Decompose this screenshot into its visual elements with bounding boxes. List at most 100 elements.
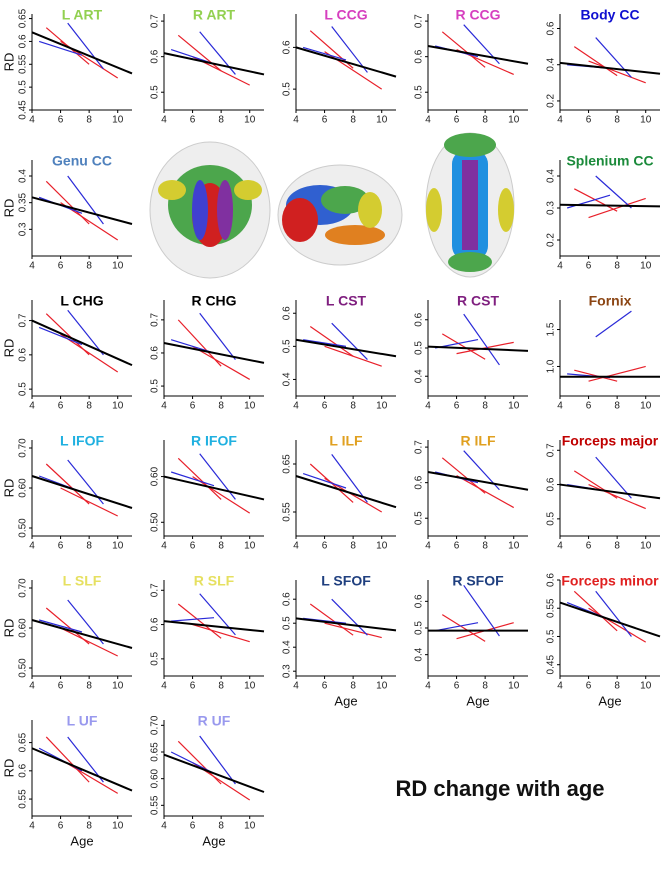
y-tick-label: 0.4 xyxy=(546,169,557,183)
panel: L CHG 0.5 0.6 0.7 4 6 8 10 RD xyxy=(1,293,133,412)
x-tick-label: 4 xyxy=(425,681,431,692)
panel: L ILF 0.55 0.65 4 6 8 10 xyxy=(282,433,397,552)
x-tick-label: 4 xyxy=(29,821,35,832)
y-tick-label: 0.5 xyxy=(546,511,557,525)
y-tick-label: 0.70 xyxy=(18,438,29,458)
subject-line xyxy=(331,598,368,636)
y-tick-label: 0.6 xyxy=(414,475,425,489)
brain-axial xyxy=(425,132,515,278)
x-tick-label: 6 xyxy=(190,541,196,552)
panel: L UF 0.55 0.6 0.65 4 6 8 10 RD Age xyxy=(1,713,133,848)
x-tick-label: 4 xyxy=(293,681,299,692)
panel: L SLF 0.50 0.60 0.70 4 6 8 10 RD xyxy=(1,573,133,692)
x-tick-label: 10 xyxy=(508,115,520,126)
subject-line xyxy=(595,310,632,338)
fit-line xyxy=(163,52,265,76)
fit-line xyxy=(559,61,661,75)
y-tick-label: 0.7 xyxy=(18,313,29,327)
x-tick-label: 8 xyxy=(614,401,620,412)
y-tick-label: 0.65 xyxy=(18,8,29,28)
x-tick-label: 10 xyxy=(508,681,520,692)
x-tick-label: 10 xyxy=(640,115,652,126)
subject-line xyxy=(67,309,104,356)
x-tick-label: 10 xyxy=(112,821,124,832)
subject-line xyxy=(331,26,368,73)
x-tick-label: 10 xyxy=(508,401,520,412)
subject-line xyxy=(595,456,632,499)
y-axis-label: RD xyxy=(1,619,16,638)
subject-line xyxy=(38,326,83,346)
subject-line xyxy=(324,345,382,367)
x-tick-label: 4 xyxy=(161,681,167,692)
fit-line xyxy=(559,483,661,500)
panel: L CCG 0.5 0.6 4 6 8 10 xyxy=(282,7,397,126)
x-tick-label: 6 xyxy=(58,401,64,412)
y-axis-label: RD xyxy=(1,199,16,218)
y-tick-label: 0.70 xyxy=(150,715,161,735)
y-tick-label: 0.7 xyxy=(414,440,425,454)
x-tick-label: 6 xyxy=(190,115,196,126)
y-tick-label: 0.4 xyxy=(282,372,293,386)
x-tick-label: 6 xyxy=(454,541,460,552)
subject-line xyxy=(60,487,118,517)
subject-line xyxy=(309,603,354,636)
x-tick-label: 8 xyxy=(614,541,620,552)
panel-title: R UF xyxy=(198,713,231,729)
y-tick-label: 0.5 xyxy=(414,85,425,99)
subject-line xyxy=(45,463,90,505)
y-tick-label: 0.50 xyxy=(18,658,29,678)
y-tick-label: 0.5 xyxy=(414,621,425,635)
subject-line xyxy=(573,46,618,77)
y-tick-label: 0.5 xyxy=(150,379,161,393)
panel-title: R SFOF xyxy=(452,573,504,589)
fit-line xyxy=(163,475,265,501)
subject-line xyxy=(67,22,104,70)
y-tick-label: 0.35 xyxy=(18,192,29,212)
x-tick-label: 10 xyxy=(112,115,124,126)
x-tick-label: 4 xyxy=(29,115,35,126)
fit-line xyxy=(295,338,397,358)
x-tick-label: 6 xyxy=(454,401,460,412)
panel: R SFOF 0.4 0.5 0.6 4 6 8 10 Age xyxy=(414,573,528,708)
y-tick-label: 0.2 xyxy=(546,94,557,108)
subject-line xyxy=(441,614,486,642)
x-tick-label: 10 xyxy=(640,401,652,412)
x-tick-label: 10 xyxy=(640,681,652,692)
y-axis-label: RD xyxy=(1,479,16,498)
y-tick-label: 0.60 xyxy=(18,478,29,498)
y-tick-label: 0.5 xyxy=(546,629,557,643)
fit-line xyxy=(163,753,265,793)
subject-line xyxy=(588,607,647,643)
fit-line xyxy=(31,319,133,367)
x-tick-label: 8 xyxy=(86,541,92,552)
y-tick-label: 0.7 xyxy=(150,583,161,597)
x-tick-label: 6 xyxy=(586,541,592,552)
y-tick-label: 0.5 xyxy=(150,651,161,665)
y-tick-label: 0.50 xyxy=(150,512,161,532)
subject-line xyxy=(177,457,222,500)
x-tick-label: 4 xyxy=(29,401,35,412)
x-tick-label: 8 xyxy=(482,401,488,412)
x-tick-label: 4 xyxy=(29,261,35,272)
x-tick-label: 6 xyxy=(454,115,460,126)
fit-line xyxy=(163,342,265,364)
panel-title: Body CC xyxy=(580,7,639,23)
x-tick-label: 4 xyxy=(161,115,167,126)
panel-title: Fornix xyxy=(589,293,632,309)
y-tick-label: 0.6 xyxy=(414,49,425,63)
x-tick-label: 6 xyxy=(58,261,64,272)
x-tick-label: 8 xyxy=(350,541,356,552)
brain-renderings xyxy=(149,132,515,279)
y-tick-label: 0.6 xyxy=(150,49,161,63)
y-tick-label: 0.5 xyxy=(282,616,293,630)
y-tick-label: 0.55 xyxy=(546,598,557,618)
panel-title: L CST xyxy=(326,293,367,309)
x-tick-label: 8 xyxy=(86,261,92,272)
panel-title: R SLF xyxy=(194,573,235,589)
panel-title: L UF xyxy=(67,713,98,729)
fit-line xyxy=(295,475,397,509)
subject-line xyxy=(67,175,104,225)
panel: Splenium CC 0.2 0.3 0.4 4 6 8 10 xyxy=(546,153,661,272)
x-tick-label: 8 xyxy=(350,115,356,126)
